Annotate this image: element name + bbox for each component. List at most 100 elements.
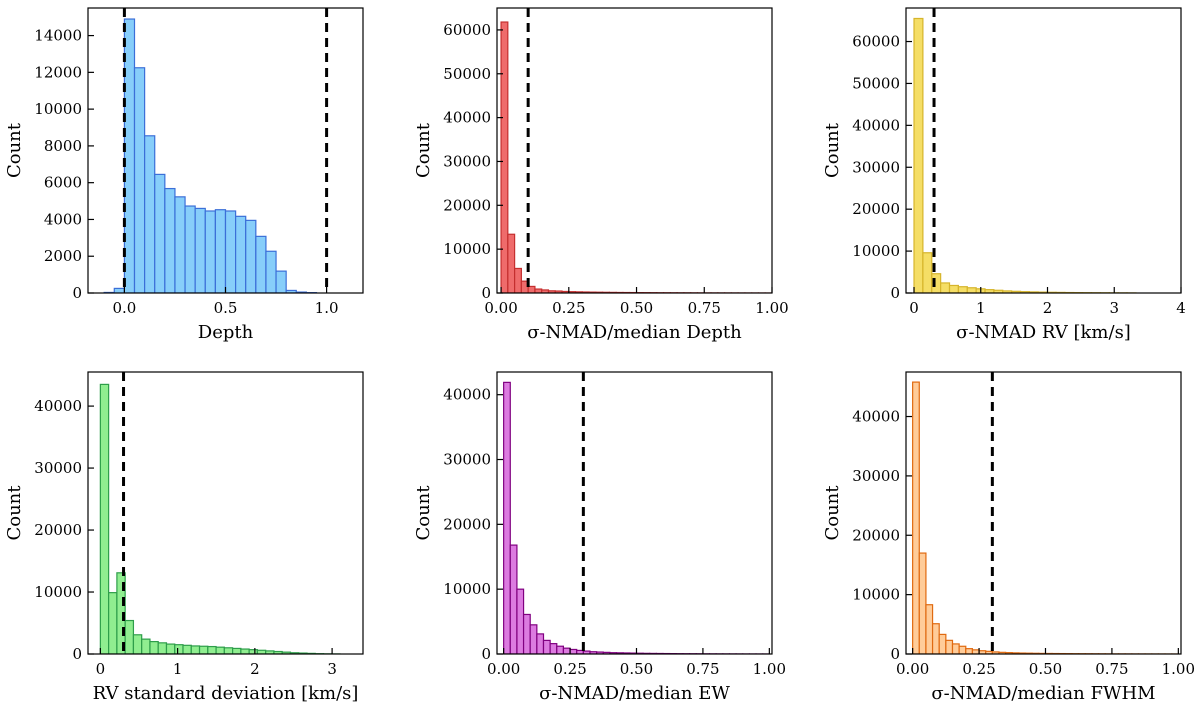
y-tick-label: 30000 — [34, 459, 82, 477]
axes-frame — [905, 7, 1182, 294]
y-axis-label: Count — [822, 122, 843, 178]
histogram-bar — [207, 645, 217, 654]
histogram-bar — [190, 645, 201, 654]
histogram-bar — [194, 207, 206, 293]
histogram-bar — [144, 135, 156, 293]
histogram-bar — [215, 646, 225, 654]
histogram-bar — [154, 173, 166, 293]
y-tick-label: 10000 — [443, 240, 491, 258]
histogram-bar — [123, 18, 136, 293]
x-tick-label: 3 — [327, 660, 337, 678]
axes-frame — [496, 371, 773, 655]
bars — [103, 18, 318, 293]
y-tick-label: 40000 — [852, 116, 900, 134]
y-tick-label: 60000 — [443, 21, 491, 39]
axes-frame — [905, 371, 1182, 655]
bars — [912, 381, 1179, 654]
bars — [913, 17, 1137, 293]
histogram-bar — [164, 187, 176, 293]
x-tick-label: 0.00 — [487, 660, 520, 678]
histogram-bar — [500, 21, 509, 293]
x-tick-label: 0.25 — [553, 660, 586, 678]
histogram-bar — [503, 381, 511, 654]
histogram-bar — [562, 647, 571, 654]
histogram-bar — [108, 592, 118, 654]
histogram-bar — [174, 644, 184, 654]
histogram-bar — [149, 640, 159, 654]
y-tick-label: 14000 — [34, 27, 82, 45]
x-axis-label: σ-NMAD/median Depth — [527, 322, 742, 343]
y-tick-label: 40000 — [443, 386, 491, 404]
y-tick-label: 4000 — [44, 210, 82, 228]
y-tick-label: 10000 — [443, 580, 491, 598]
histogram-bar — [514, 267, 522, 293]
x-tick-label: 0.25 — [962, 660, 995, 678]
histogram-bar — [198, 645, 209, 654]
histogram-bar — [184, 205, 196, 293]
y-tick-label: 30000 — [852, 467, 900, 485]
x-axis-label: Depth — [198, 322, 254, 343]
x-axis-label: RV standard deviation [km/s] — [93, 683, 359, 704]
histogram-bar — [925, 604, 934, 654]
y-tick-label: 0 — [481, 284, 491, 302]
x-tick-label: 2 — [1043, 299, 1053, 317]
x-tick-label: 0 — [909, 299, 919, 317]
bars — [500, 21, 772, 293]
x-tick-label: 0.25 — [552, 299, 585, 317]
chart-panel-3: 0 1 2 3 4 0 10000 20000 30000 40000 50000 60000 σ-NM… — [822, 7, 1186, 343]
y-tick-label: 0 — [72, 284, 82, 302]
bars — [503, 381, 770, 654]
x-tick-label: 2 — [250, 660, 260, 678]
histogram-bar — [536, 633, 545, 654]
histogram-bar — [255, 235, 267, 293]
histogram-bar — [116, 572, 126, 654]
y-tick-label: 10000 — [34, 583, 82, 601]
x-tick-label: 0.50 — [620, 660, 653, 678]
histogram-bar — [240, 648, 250, 654]
histogram-bar — [509, 544, 518, 654]
histogram-bar — [204, 210, 216, 293]
y-tick-label: 50000 — [852, 74, 900, 92]
y-tick-label: 20000 — [443, 515, 491, 533]
chart-panel-5: 0.00 0.25 0.50 0.75 1.00 0 10000 20000 30000 4000… — [413, 371, 786, 704]
histogram-bar — [165, 643, 176, 654]
y-tick-label: 30000 — [852, 158, 900, 176]
histogram-bar — [223, 647, 234, 654]
y-tick-label: 20000 — [34, 521, 82, 539]
histogram-bar — [522, 613, 531, 654]
y-axis-label: Count — [4, 485, 25, 541]
chart-panel-1: 0.0 0.5 1.0 0 2000 4000 6000 8000 10000 12000 1400… — [4, 7, 364, 343]
x-tick-label: 0.00 — [484, 299, 517, 317]
x-tick-label: 1.00 — [1162, 660, 1195, 678]
y-tick-label: 8000 — [44, 137, 82, 155]
x-tick-label: 0.75 — [686, 660, 719, 678]
histogram-bar — [214, 209, 227, 293]
histogram-bar — [174, 196, 186, 293]
histogram-bar — [113, 287, 126, 293]
y-tick-label: 0 — [72, 645, 82, 663]
histogram-bar — [132, 634, 143, 654]
x-tick-label: 1.00 — [755, 299, 788, 317]
y-tick-label: 30000 — [443, 152, 491, 170]
histogram-bar — [971, 649, 980, 654]
x-axis-label: σ-NMAD RV [km/s] — [956, 322, 1131, 343]
bars — [99, 383, 341, 654]
histogram-bar — [232, 647, 242, 654]
histogram-bar — [945, 639, 954, 654]
x-tick-label: 0.50 — [620, 299, 653, 317]
histogram-bar — [124, 619, 135, 654]
y-axis-label: Count — [413, 485, 434, 541]
x-tick-label: 0 — [96, 660, 106, 678]
x-tick-label: 1 — [173, 660, 183, 678]
chart-panel-4: 0 1 2 3 0 10000 20000 30000 40000 RV standard dev… — [4, 371, 364, 704]
histogram-bar — [235, 215, 247, 293]
y-tick-label: 20000 — [852, 526, 900, 544]
x-tick-label: 1.00 — [753, 660, 786, 678]
histogram-bar — [529, 624, 538, 654]
y-tick-label: 10000 — [852, 242, 900, 260]
x-axis-label: σ-NMAD/median FWHM — [931, 683, 1155, 704]
y-tick-label: 10000 — [852, 586, 900, 604]
histogram-bar — [912, 381, 920, 654]
histogram-bar — [516, 588, 525, 654]
y-tick-label: 0 — [890, 284, 900, 302]
